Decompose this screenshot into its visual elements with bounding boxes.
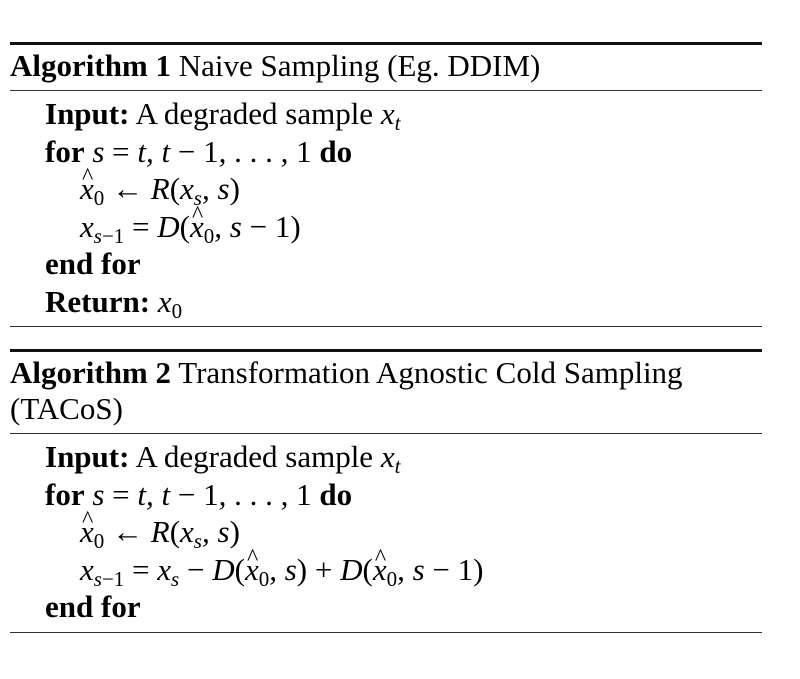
for-line: for s = t, t − 1, . . . , 1 do	[10, 133, 762, 171]
algorithm-label: Algorithm 1	[10, 48, 172, 83]
input-text: A degraded sample	[135, 439, 374, 474]
math-return-value: x0	[157, 283, 183, 323]
do-keyword: do	[319, 133, 353, 169]
degrade-line: xs−1 = D(x0, s − 1)	[10, 197, 762, 246]
algorithm-label: Algorithm 2	[10, 355, 172, 390]
for-keyword: for	[45, 476, 85, 512]
math-loop-range: s = t, t − 1, . . . , 1	[92, 476, 312, 512]
algorithm-caption: Algorithm 2 Transformation Agnostic Cold…	[10, 352, 762, 433]
top-rule	[10, 349, 762, 352]
restore-line: x0 ← R(xs, s)	[10, 159, 762, 208]
for-keyword: for	[45, 133, 85, 169]
top-rule	[10, 42, 762, 45]
input-line: Input: A degraded sample xt	[10, 438, 762, 478]
algorithm-2-block: Algorithm 2 Transformation Agnostic Cold…	[10, 349, 762, 633]
input-keyword: Input:	[45, 96, 130, 131]
algorithm-body: Input: A degraded sample xt for s = t, t…	[10, 91, 762, 326]
algorithm-title: Transformation Agnostic Cold Sampling (T…	[10, 355, 683, 426]
bottom-rule	[10, 631, 762, 633]
end-for-line: end for	[10, 588, 762, 626]
input-line: Input: A degraded sample xt	[10, 95, 762, 135]
restore-line: x0 ← R(xs, s)	[10, 502, 762, 551]
for-line: for s = t, t − 1, . . . , 1 do	[10, 476, 762, 514]
return-keyword: Return:	[45, 283, 151, 319]
update-line: xs−1 = xs − D(x0, s) + D(x0, s − 1)	[10, 540, 762, 589]
math-degrade-step: xs−1 = D(x0, s − 1)	[80, 197, 301, 246]
do-keyword: do	[319, 476, 353, 512]
math-input-variable: xt	[380, 96, 401, 135]
math-input-variable: xt	[380, 439, 401, 478]
input-text: A degraded sample	[135, 96, 374, 131]
bottom-rule	[10, 326, 762, 327]
algorithm-caption: Algorithm 1 Naive Sampling (Eg. DDIM)	[10, 45, 762, 90]
math-update-step: xs−1 = xs − D(x0, s) + D(x0, s − 1)	[80, 540, 483, 589]
math-loop-range: s = t, t − 1, . . . , 1	[92, 133, 312, 169]
algorithm-title: Naive Sampling (Eg. DDIM)	[178, 48, 541, 83]
caption-rule	[10, 90, 762, 91]
end-for-keyword: end for	[45, 589, 141, 624]
algorithm-1-block: Algorithm 1 Naive Sampling (Eg. DDIM) In…	[10, 42, 762, 327]
input-keyword: Input:	[45, 439, 130, 474]
return-line: Return: x0	[10, 283, 762, 323]
end-for-keyword: end for	[45, 246, 141, 281]
algorithm-body: Input: A degraded sample xt for s = t, t…	[10, 434, 762, 632]
end-for-line: end for	[10, 245, 762, 283]
caption-rule	[10, 433, 762, 434]
math-restore-step: x0 ← R(xs, s)	[80, 502, 240, 551]
math-restore-step: x0 ← R(xs, s)	[80, 159, 240, 208]
